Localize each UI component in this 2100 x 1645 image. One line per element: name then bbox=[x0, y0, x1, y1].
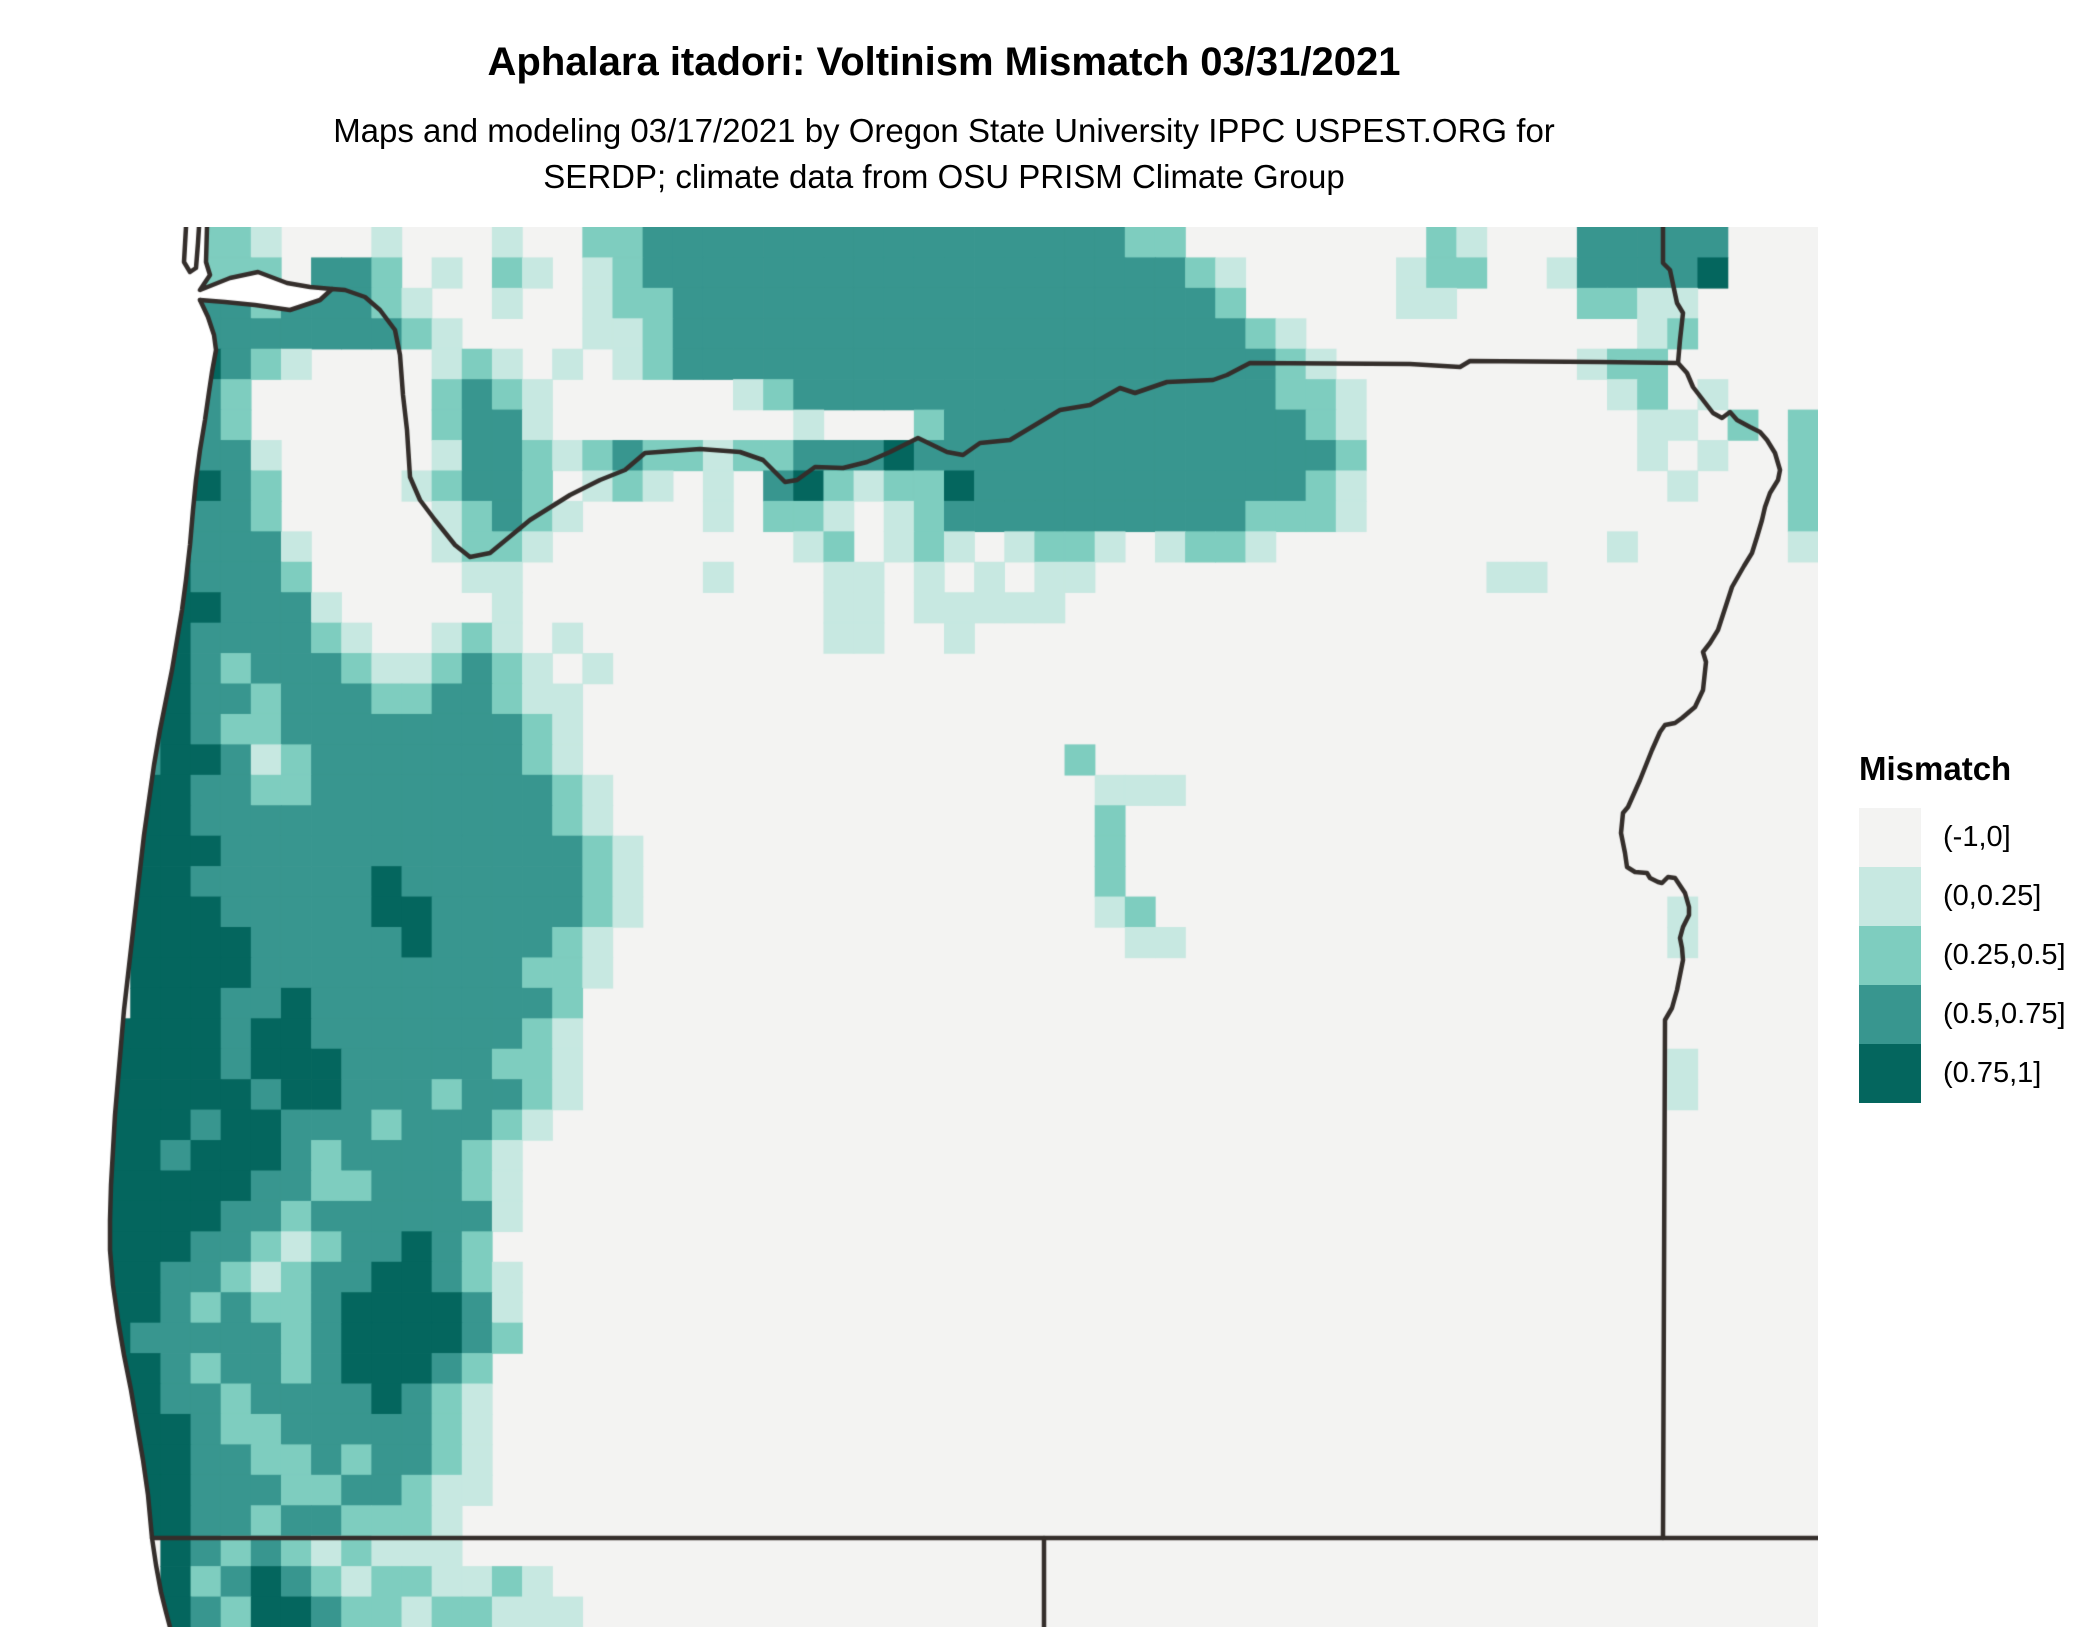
legend-label: (0,0.25] bbox=[1943, 880, 2042, 912]
legend-swatch bbox=[1859, 867, 1921, 926]
legend-swatch bbox=[1859, 808, 1921, 867]
legend-label: (0.75,1] bbox=[1943, 1057, 2042, 1089]
legend-items: (-1,0] (0,0.25] (0.25,0.5] (0.5,0.75] (0.75,… bbox=[1859, 808, 2089, 1103]
legend-title: Mismatch bbox=[1859, 750, 2012, 787]
legend: Mismatch (-1,0] (0,0.25] (0.25,0.5] (0.5,0.… bbox=[1859, 750, 2089, 1103]
legend-swatch bbox=[1859, 985, 1921, 1044]
legend-label: (0.25,0.5] bbox=[1943, 939, 2066, 971]
figure-title: Aphalara itadori: Voltinism Mismatch 03/… bbox=[487, 40, 1401, 84]
legend-label: (0.5,0.75] bbox=[1943, 998, 2066, 1030]
legend-item: (0,0.25] bbox=[1859, 867, 2089, 926]
map-canvas bbox=[70, 227, 1818, 1627]
figure-subtitle-line1: Maps and modeling 03/17/2021 by Oregon S… bbox=[333, 112, 1555, 149]
legend-item: (0.75,1] bbox=[1859, 1044, 2089, 1103]
legend-swatch bbox=[1859, 926, 1921, 985]
figure-subtitle-line2: SERDP; climate data from OSU PRISM Clima… bbox=[543, 158, 1345, 195]
legend-item: (0.5,0.75] bbox=[1859, 985, 2089, 1044]
legend-label: (-1,0] bbox=[1943, 821, 2011, 853]
figure-subtitle: Maps and modeling 03/17/2021 by Oregon S… bbox=[70, 108, 1818, 200]
legend-item: (0.25,0.5] bbox=[1859, 926, 2089, 985]
legend-swatch bbox=[1859, 1044, 1921, 1103]
legend-item: (-1,0] bbox=[1859, 808, 2089, 867]
